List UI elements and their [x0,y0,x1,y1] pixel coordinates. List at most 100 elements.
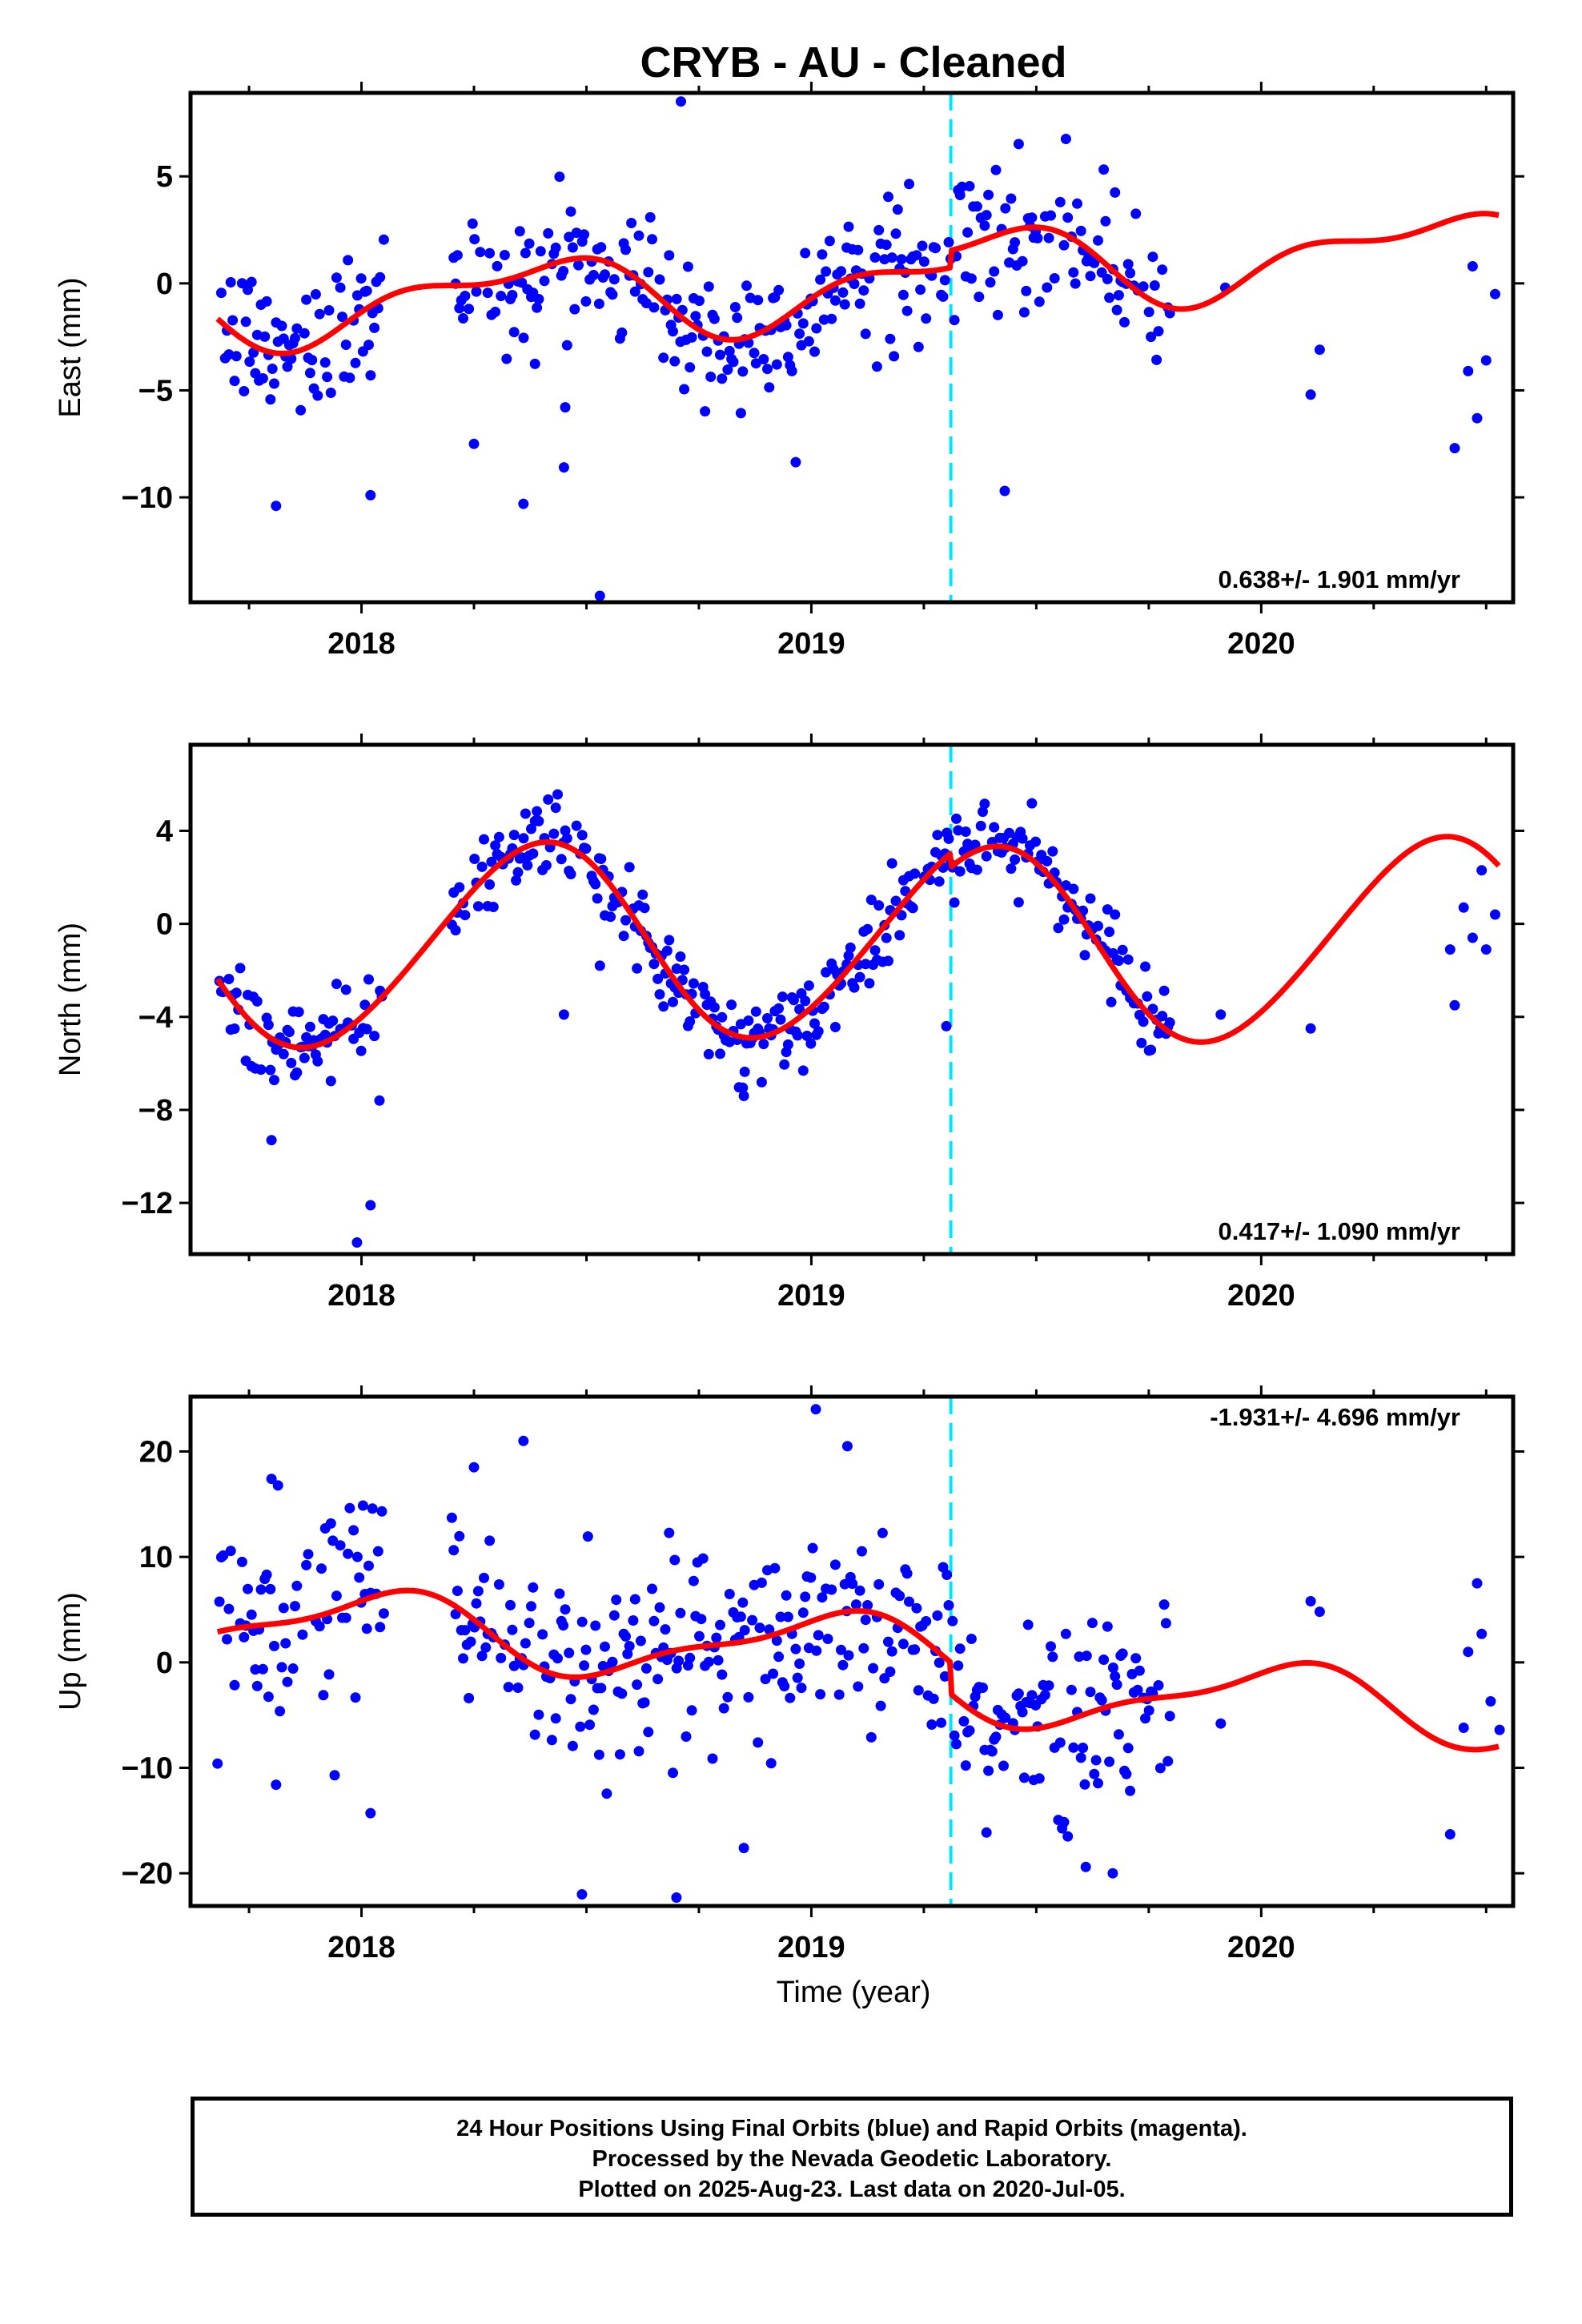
data-point [817,1592,828,1603]
data-point [561,340,572,351]
data-point [1305,389,1316,400]
data-point [964,1725,975,1736]
data-point [229,1679,240,1691]
data-point [790,456,801,468]
data-point [594,590,605,601]
data-point [640,298,652,308]
data-point [717,373,728,384]
data-point [266,1135,277,1146]
data-point [841,1441,853,1452]
data-point [1078,1743,1089,1753]
data-point [1042,282,1053,293]
data-point [688,978,699,989]
rate-label: 0.638+/- 1.901 mm/yr [1219,565,1460,593]
data-point [618,931,629,942]
data-point [858,285,869,296]
data-point [801,1031,813,1041]
data-point [518,332,529,344]
data-point [703,1656,714,1667]
data-point [881,239,892,251]
data-point [558,1620,569,1631]
data-point [295,404,307,416]
data-point [709,313,720,324]
data-point [340,340,351,350]
data-point [889,351,900,362]
data-point [212,1758,223,1769]
data-point [869,945,881,956]
data-point [696,1614,707,1625]
data-point [560,1604,571,1615]
data-point [343,255,354,266]
data-point [272,1480,283,1491]
y-tick-label: 20 [139,1435,173,1469]
data-point [225,277,236,287]
data-point [703,281,714,292]
data-point [771,1635,782,1647]
data-point [550,1713,561,1724]
data-point [1074,1651,1085,1663]
data-point [722,364,733,376]
data-point [739,1625,750,1636]
data-point [265,394,276,405]
data-point [829,1559,841,1570]
data-point [1072,198,1082,209]
data-point [886,252,897,263]
data-point [860,328,871,340]
data-point [307,355,318,366]
data-point [750,1006,761,1017]
data-point [803,336,814,347]
data-point [1013,1688,1024,1699]
data-point [671,1892,682,1903]
data-point [685,1652,696,1663]
data-point [593,298,604,309]
data-point [231,987,242,999]
data-point [261,296,272,307]
data-point [1111,1679,1122,1691]
data-point [1054,1737,1066,1748]
data-point [705,372,717,382]
data-point [1032,233,1043,243]
data-point [304,1021,315,1032]
data-point [989,266,1000,277]
data-point [883,191,893,203]
data-point [290,1601,300,1612]
data-point [558,1009,569,1020]
data-point [873,1578,885,1590]
data-point [1449,443,1460,454]
data-point [1068,267,1079,278]
data-point [508,1660,520,1671]
model-curve [215,211,1500,356]
data-point [259,331,271,342]
data-point [325,388,336,398]
data-point [782,1039,793,1050]
data-point [1154,1763,1166,1774]
data-point [1058,239,1070,251]
data-point [1151,354,1162,365]
data-point [1021,285,1032,296]
data-point [758,1039,769,1050]
data-point [1458,1723,1469,1733]
data-point [1017,1707,1028,1718]
data-point [458,1653,468,1664]
data-point [773,284,785,296]
data-point [769,1562,781,1574]
data-point [579,229,590,240]
data-point [582,1531,593,1542]
data-point [607,289,618,300]
data-point [764,1624,775,1635]
data-point [1444,944,1456,955]
data-point [860,1614,871,1626]
data-point [675,951,686,962]
data-point [1134,1665,1145,1676]
data-point [715,349,725,360]
data-point [325,1518,336,1529]
data-point [369,1031,380,1042]
data-point [446,1512,457,1523]
data-point [484,1535,496,1546]
data-point [512,866,524,878]
data-point [301,1559,312,1570]
data-point [1147,1003,1158,1015]
data-point [1089,257,1100,268]
data-point [312,390,323,401]
data-point [939,1671,950,1682]
